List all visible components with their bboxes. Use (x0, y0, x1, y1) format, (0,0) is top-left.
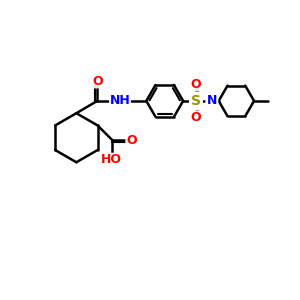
Text: O: O (92, 75, 103, 88)
Text: HO: HO (100, 153, 122, 166)
Text: O: O (190, 78, 201, 91)
Text: S: S (191, 94, 201, 108)
Text: N: N (207, 94, 217, 107)
Text: O: O (190, 111, 201, 124)
Text: NH: NH (110, 94, 130, 107)
Text: O: O (126, 134, 136, 147)
